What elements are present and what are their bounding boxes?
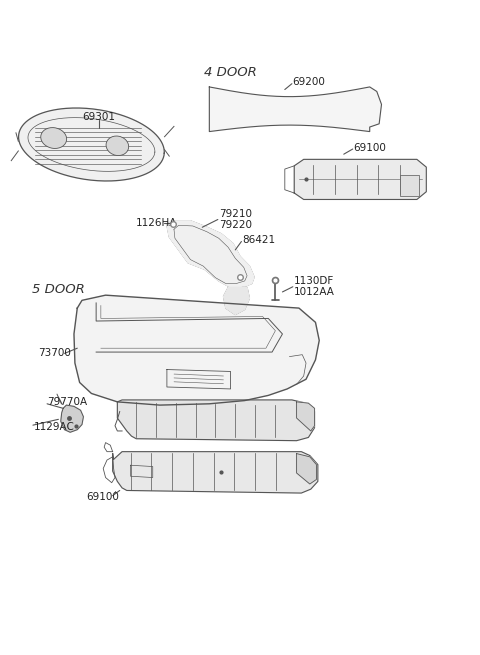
Text: 73700: 73700 xyxy=(38,348,71,358)
Polygon shape xyxy=(224,288,250,314)
Ellipse shape xyxy=(41,128,67,149)
Text: 1130DF: 1130DF xyxy=(294,276,335,286)
Polygon shape xyxy=(167,221,254,288)
Text: 69100: 69100 xyxy=(353,143,386,153)
Polygon shape xyxy=(297,454,316,484)
Polygon shape xyxy=(297,402,314,431)
Polygon shape xyxy=(61,405,84,432)
Text: 1129AC: 1129AC xyxy=(34,422,74,432)
Polygon shape xyxy=(19,108,164,181)
Polygon shape xyxy=(118,400,314,441)
Text: 1126HA: 1126HA xyxy=(136,217,178,228)
Text: 79770A: 79770A xyxy=(48,397,88,407)
Text: 5 DOOR: 5 DOOR xyxy=(32,284,85,297)
Text: 69100: 69100 xyxy=(87,492,120,502)
Text: 1012AA: 1012AA xyxy=(294,287,335,297)
Text: 79220: 79220 xyxy=(219,219,252,230)
Polygon shape xyxy=(294,159,426,200)
Text: 79210: 79210 xyxy=(219,210,252,219)
Polygon shape xyxy=(74,295,319,405)
Text: 69200: 69200 xyxy=(292,77,325,86)
Text: 69301: 69301 xyxy=(82,112,115,122)
Polygon shape xyxy=(209,87,382,132)
Text: 4 DOOR: 4 DOOR xyxy=(204,66,257,79)
Polygon shape xyxy=(113,452,318,493)
FancyBboxPatch shape xyxy=(400,175,419,196)
Ellipse shape xyxy=(106,136,129,155)
Text: 86421: 86421 xyxy=(242,234,276,244)
